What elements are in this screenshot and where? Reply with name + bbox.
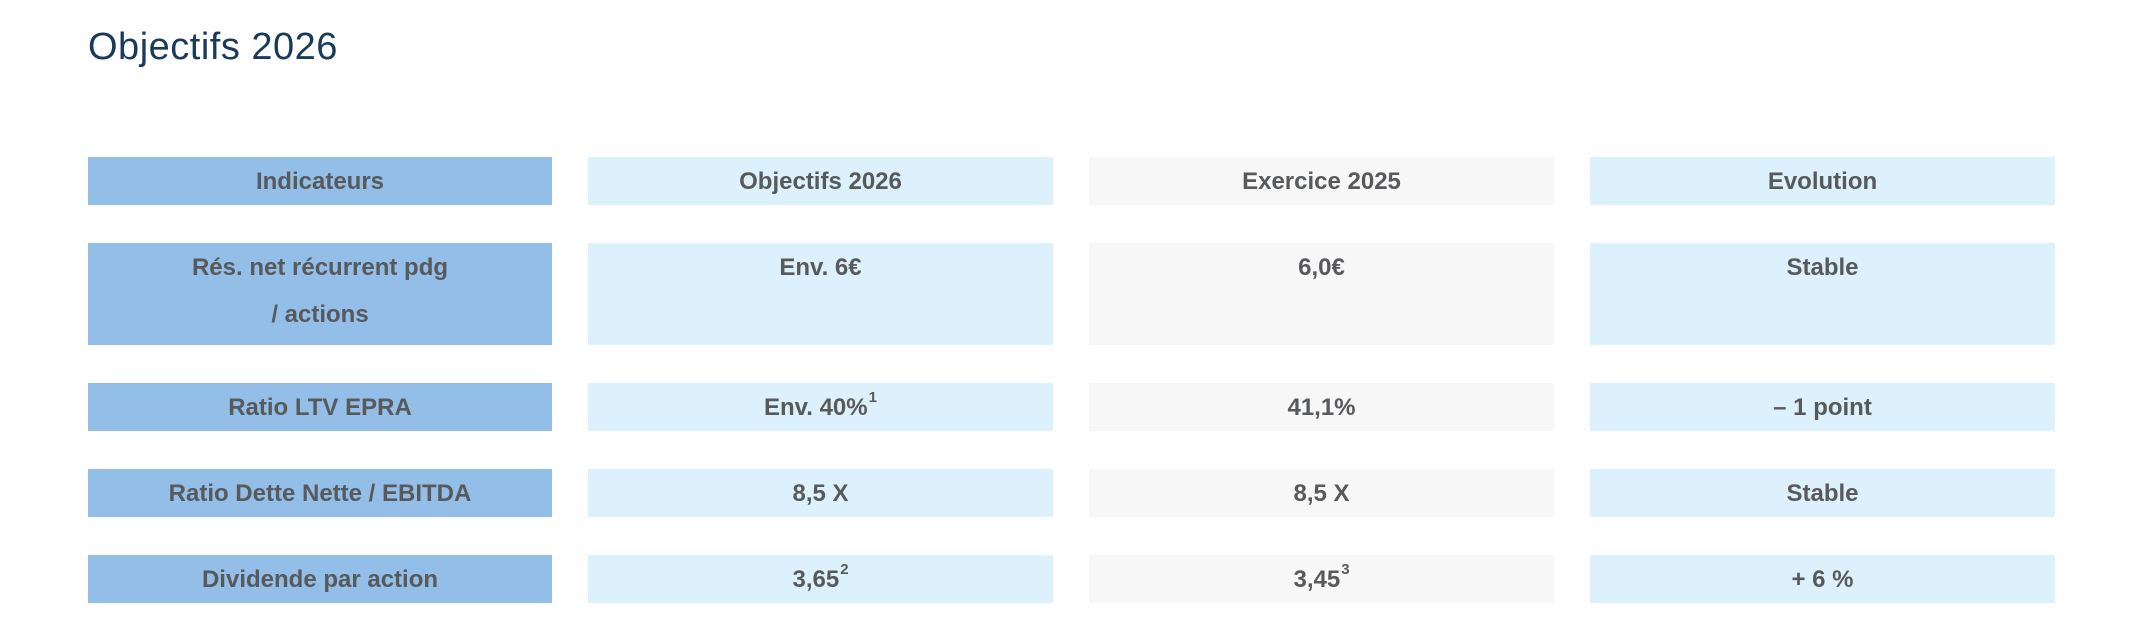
header-exercice-2025-label: Exercice 2025 xyxy=(1242,167,1401,195)
row-dette-ebitda-objectif: 8,5 X xyxy=(588,469,1053,517)
row-dividende-exercice: 3,45 3 xyxy=(1089,555,1554,603)
header-objectifs-2026: Objectifs 2026 xyxy=(588,157,1053,205)
row-dividende-objectif: 3,65 2 xyxy=(588,555,1053,603)
row-ltv-objectif: Env. 40% 1 xyxy=(588,383,1053,431)
row-resultat-net-indicator-label: Rés. net récurrent pdg / actions xyxy=(191,254,449,328)
header-indicateurs: Indicateurs xyxy=(88,157,552,205)
row-dividende-evolution: + 6 % xyxy=(1590,555,2055,603)
row-dividende-indicator: Dividende par action xyxy=(88,555,552,603)
row-resultat-net-indicator: Rés. net récurrent pdg / actions xyxy=(88,243,552,345)
header-evolution-label: Evolution xyxy=(1767,167,1878,195)
row-dette-ebitda-exercice: 8,5 X xyxy=(1089,469,1554,517)
header-exercice-2025: Exercice 2025 xyxy=(1089,157,1554,205)
row-dette-ebitda-evolution: Stable xyxy=(1590,469,2055,517)
objectifs-2026-table: Indicateurs Objectifs 2026 Exercice 2025… xyxy=(88,157,2055,603)
row-resultat-net-objectif: Env. 6€ xyxy=(588,243,1053,345)
header-indicateurs-label: Indicateurs xyxy=(255,167,385,195)
row-resultat-net-evolution: Stable xyxy=(1590,243,2055,345)
row-dette-ebitda-indicator: Ratio Dette Nette / EBITDA xyxy=(88,469,552,517)
page-title: Objectifs 2026 xyxy=(88,26,338,68)
row-ltv-evolution: – 1 point xyxy=(1590,383,2055,431)
header-objectifs-2026-label: Objectifs 2026 xyxy=(739,167,902,195)
row-ltv-exercice: 41,1% xyxy=(1089,383,1554,431)
row-ltv-indicator: Ratio LTV EPRA xyxy=(88,383,552,431)
header-evolution: Evolution xyxy=(1590,157,2055,205)
row-resultat-net-exercice: 6,0€ xyxy=(1089,243,1554,345)
